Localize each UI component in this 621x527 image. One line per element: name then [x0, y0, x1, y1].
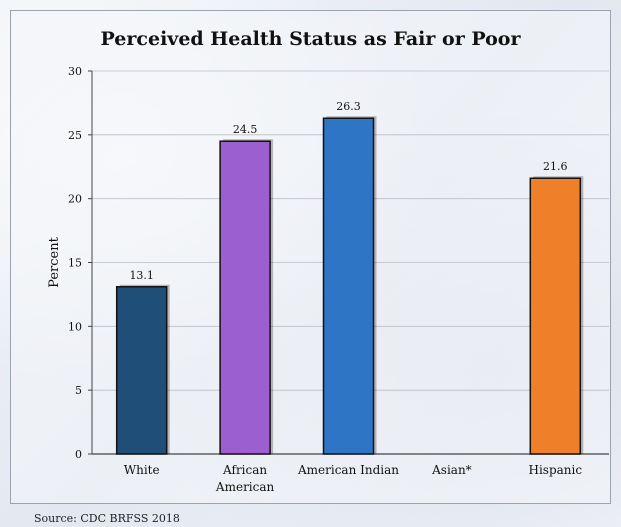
y-tick-label: 10 — [68, 320, 82, 333]
bar — [529, 177, 582, 455]
x-tick-label: American — [215, 480, 275, 494]
y-axis-label: Percent — [47, 236, 62, 287]
data-label: 13.1 — [129, 269, 154, 282]
bar — [322, 117, 375, 455]
x-tick-label: African — [222, 463, 267, 477]
y-tick-label: 20 — [68, 193, 82, 206]
data-label: 21.6 — [543, 160, 568, 173]
source-note: Source: CDC BRFSS 2018 — [34, 512, 180, 525]
chart-title: Perceived Health Status as Fair or Poor — [100, 28, 521, 50]
bar — [219, 140, 271, 455]
y-tick-label: 30 — [68, 65, 82, 78]
x-tick-label: White — [124, 463, 160, 477]
x-tick-label: Asian* — [431, 463, 472, 477]
y-tick-label: 15 — [68, 257, 82, 270]
x-tick-label: Hispanic — [529, 463, 583, 477]
x-tick-label: American Indian — [297, 463, 399, 477]
y-tick-label: 0 — [75, 448, 82, 461]
y-tick-label: 5 — [75, 384, 82, 397]
chart-panel — [10, 10, 611, 504]
data-label: 26.3 — [336, 100, 361, 113]
bar — [115, 286, 168, 455]
y-tick-label: 25 — [68, 129, 82, 142]
data-label: 24.5 — [233, 123, 258, 136]
